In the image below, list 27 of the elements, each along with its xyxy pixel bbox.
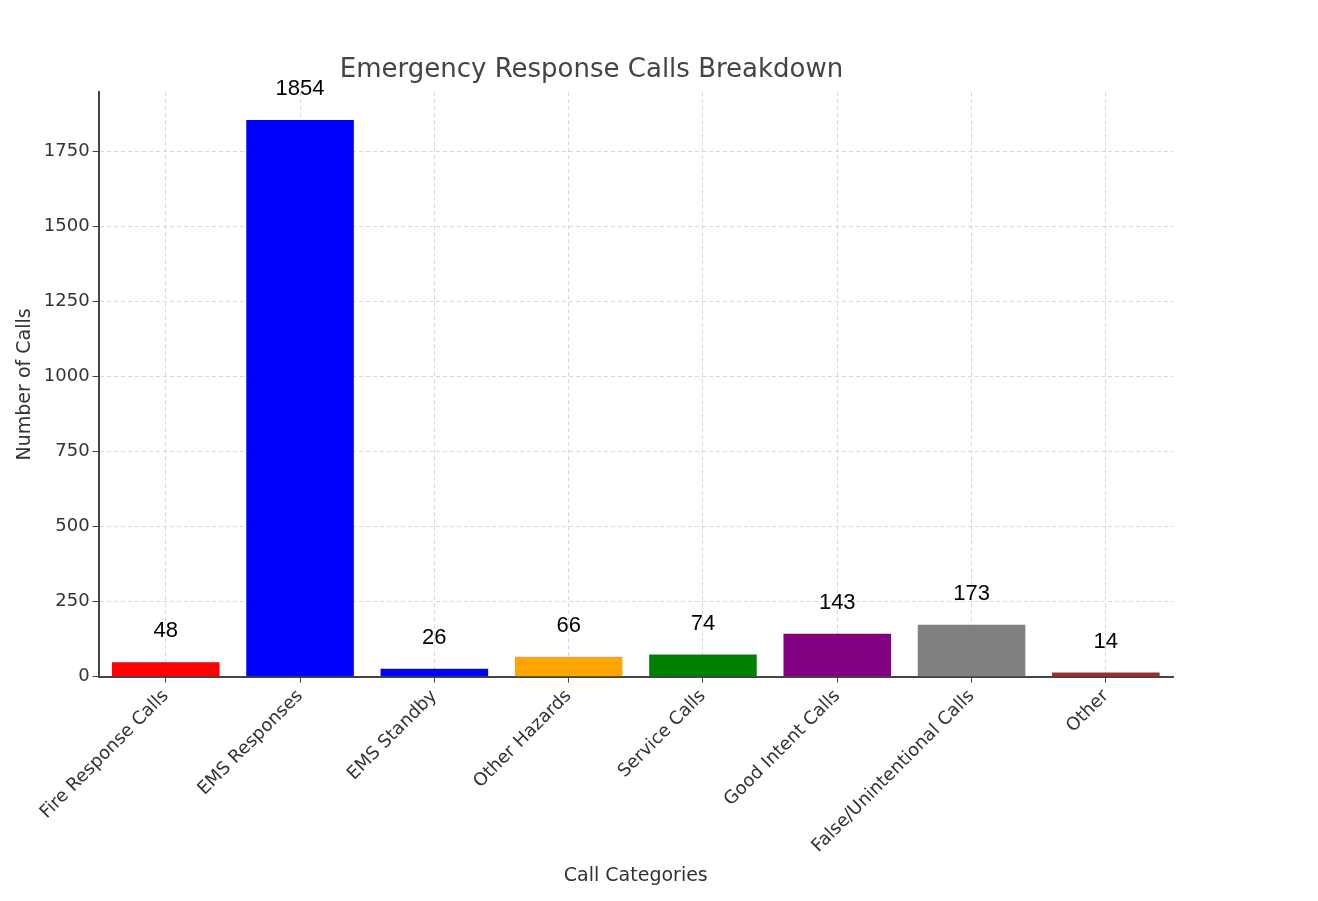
y-tick-label: 250	[55, 589, 90, 611]
y-tick-label: 750	[55, 439, 90, 461]
bar	[1052, 672, 1160, 677]
data-label: 48	[153, 617, 178, 643]
y-tick-label: 1500	[43, 213, 90, 235]
y-tick-label: 1750	[43, 138, 90, 160]
data-label: 173	[953, 579, 990, 605]
bar	[514, 656, 623, 677]
chart-title: Emergency Response Calls Breakdown	[339, 53, 844, 84]
y-tick-label: 500	[55, 514, 90, 536]
bar	[111, 662, 220, 677]
data-label: 26	[422, 623, 447, 649]
data-label: 143	[818, 588, 856, 614]
bar	[380, 668, 489, 677]
y-tick-label: 1000	[43, 364, 90, 386]
data-label: 14	[1093, 627, 1119, 653]
y-tick-label: 0	[78, 664, 90, 686]
data-label: 66	[556, 611, 581, 637]
bar	[783, 633, 892, 677]
x-axis-title: Call Categories	[563, 862, 708, 885]
bar	[917, 624, 1026, 677]
bar	[649, 654, 757, 677]
y-tick-label: 1250	[43, 289, 90, 311]
data-label: 1854	[275, 75, 325, 101]
data-label: 74	[690, 609, 716, 635]
y-axis-title: Number of Calls	[12, 308, 35, 461]
bar	[246, 120, 354, 677]
